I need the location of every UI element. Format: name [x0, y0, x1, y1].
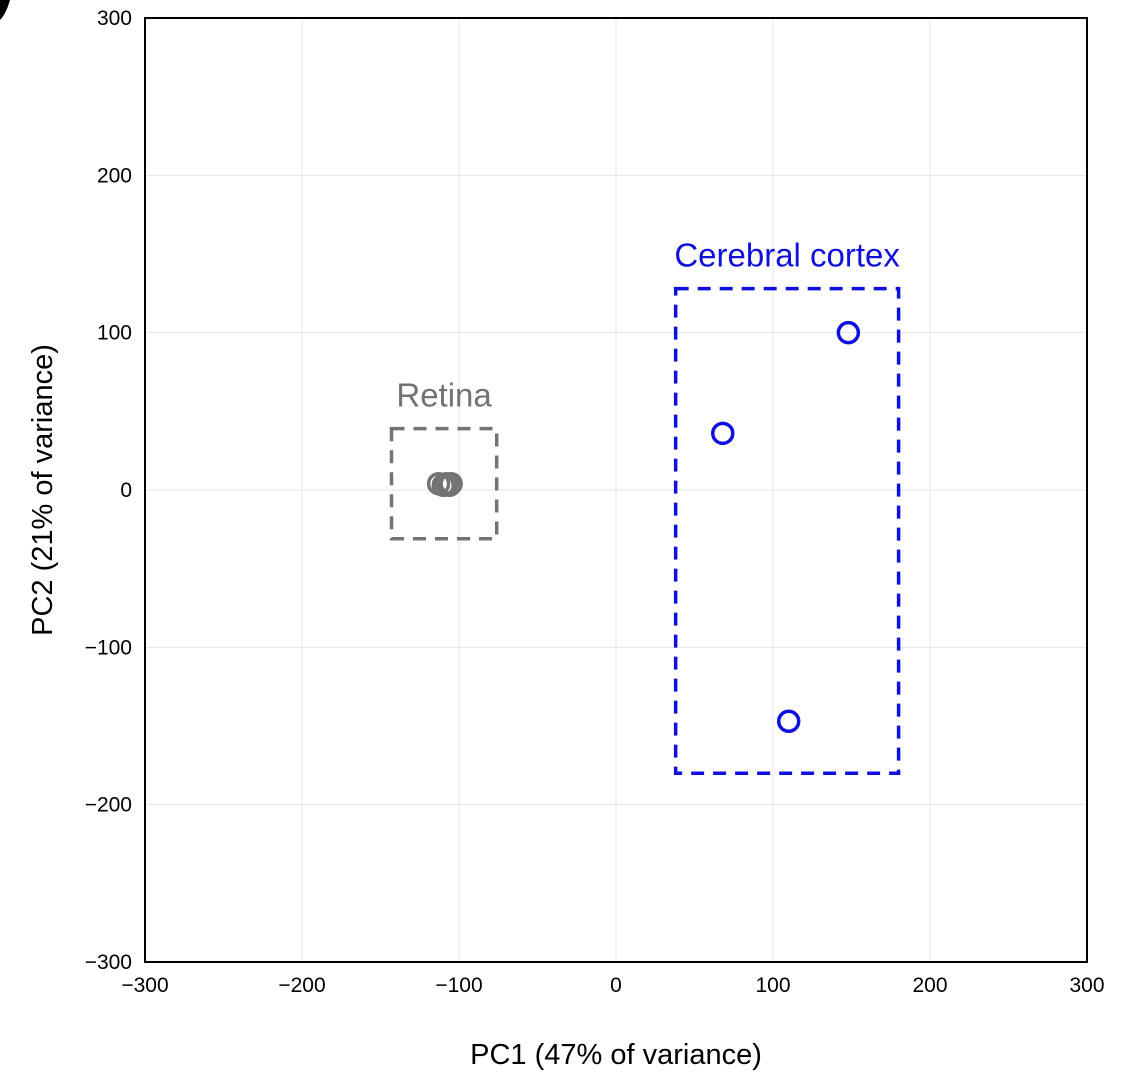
x-tick-label: 300	[1069, 974, 1104, 997]
group-box-retina	[389, 426, 499, 541]
group-label-retina: Retina	[396, 377, 492, 414]
data-point-cerebral-cortex	[836, 320, 861, 345]
y-tick-label: 300	[97, 7, 132, 30]
group-cerebral-cortex: Cerebral cortex	[673, 237, 901, 775]
data-point-cerebral-cortex	[711, 421, 735, 446]
group-layer: Retina Cerebral cortex	[389, 237, 901, 775]
y-tick-label: −200	[85, 794, 132, 817]
y-tick-label: −300	[85, 951, 132, 974]
x-tick-label: −100	[435, 974, 482, 997]
y-tick-label: 200	[97, 164, 132, 187]
y-axis-title: PC2 (21% of variance)	[27, 344, 59, 636]
x-tick-label: 0	[610, 974, 622, 997]
data-point-cerebral-cortex	[776, 709, 801, 734]
x-tick-label: 100	[755, 974, 790, 997]
y-tick-label: −100	[85, 636, 132, 659]
plot-frame	[144, 17, 1088, 963]
grid-lines	[145, 18, 1087, 962]
x-tick-label: −300	[121, 974, 168, 997]
x-axis-title: PC1 (47% of variance)	[470, 1039, 762, 1071]
data-point-retina	[439, 471, 463, 496]
cropped-panel-mark	[0, 0, 10, 20]
x-tick-label: −200	[278, 974, 325, 997]
group-label-cerebral-cortex: Cerebral cortex	[674, 237, 900, 274]
group-retina: Retina	[389, 377, 499, 541]
y-axis-ticks: −300 −200 −100 0 100 200 300	[85, 7, 132, 974]
group-box-cerebral-cortex	[673, 286, 901, 775]
y-tick-label: 0	[120, 479, 132, 502]
x-axis-ticks: −300 −200 −100 0 100 200 300	[121, 974, 1104, 997]
x-tick-label: 200	[912, 974, 947, 997]
y-tick-label: 100	[97, 322, 132, 345]
